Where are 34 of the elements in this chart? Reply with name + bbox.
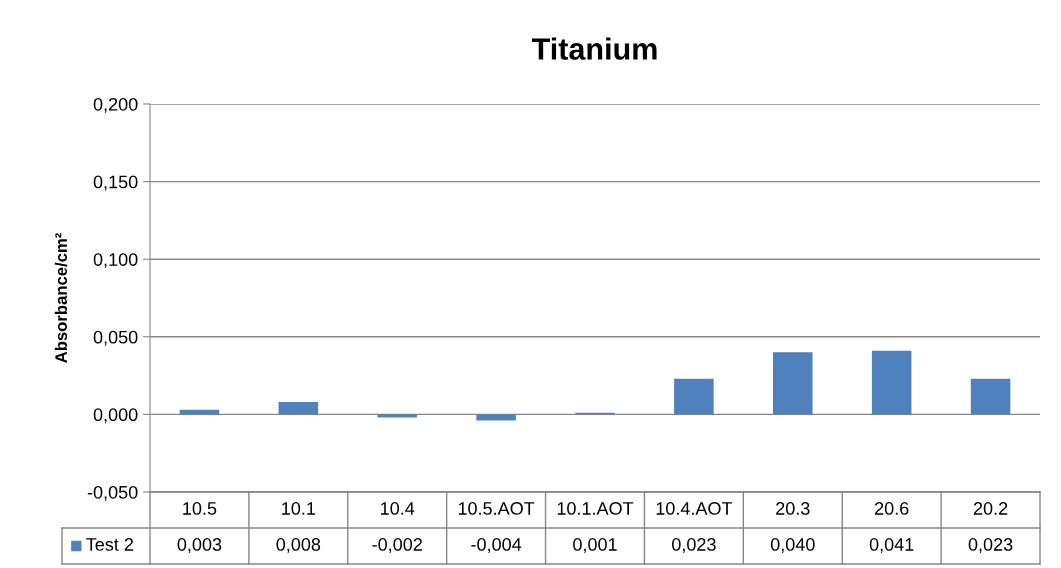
data-label: 0,001 bbox=[573, 538, 617, 553]
bar bbox=[377, 414, 417, 418]
bar bbox=[674, 378, 714, 415]
data-label: -0,004 bbox=[471, 538, 522, 553]
y-tick-label: -0,050 bbox=[87, 485, 138, 501]
y-tick-label: 0,000 bbox=[93, 408, 138, 424]
data-label: 0,023 bbox=[968, 538, 1013, 553]
data-label: 0,008 bbox=[276, 538, 321, 553]
data-label: 0,041 bbox=[869, 538, 914, 553]
y-axis-title: Absorbance/cm² bbox=[54, 233, 68, 363]
x-tick-label: 20.3 bbox=[776, 502, 810, 515]
bar bbox=[476, 414, 516, 421]
data-label: 0,023 bbox=[672, 538, 716, 553]
bar bbox=[970, 378, 1011, 415]
chart-title: Titanium bbox=[531, 37, 657, 60]
x-tick-label: 20.2 bbox=[973, 502, 1008, 515]
y-tick-label: 0,050 bbox=[93, 330, 138, 346]
y-tick-label: 0,100 bbox=[93, 253, 138, 269]
data-label: 0,040 bbox=[770, 538, 815, 553]
x-tick-label: 10.1.AOT bbox=[557, 502, 634, 515]
y-tick-label: 0,150 bbox=[93, 175, 138, 191]
y-tick-label: 0,200 bbox=[93, 97, 138, 113]
bar bbox=[278, 401, 319, 415]
bar bbox=[773, 352, 813, 415]
x-tick-label: 20.6 bbox=[875, 502, 909, 515]
data-label: 0,003 bbox=[177, 538, 222, 553]
x-tick-label: 10.1 bbox=[282, 502, 316, 515]
x-tick-label: 10.4 bbox=[381, 502, 415, 515]
x-tick-label: 10.4.AOT bbox=[656, 502, 733, 515]
x-tick-label: 10.5 bbox=[183, 502, 217, 515]
legend-label: Test 2 bbox=[86, 538, 133, 551]
x-tick-label: 10.5.AOT bbox=[458, 502, 535, 515]
data-label: -0,002 bbox=[372, 538, 422, 553]
bar bbox=[871, 350, 912, 415]
